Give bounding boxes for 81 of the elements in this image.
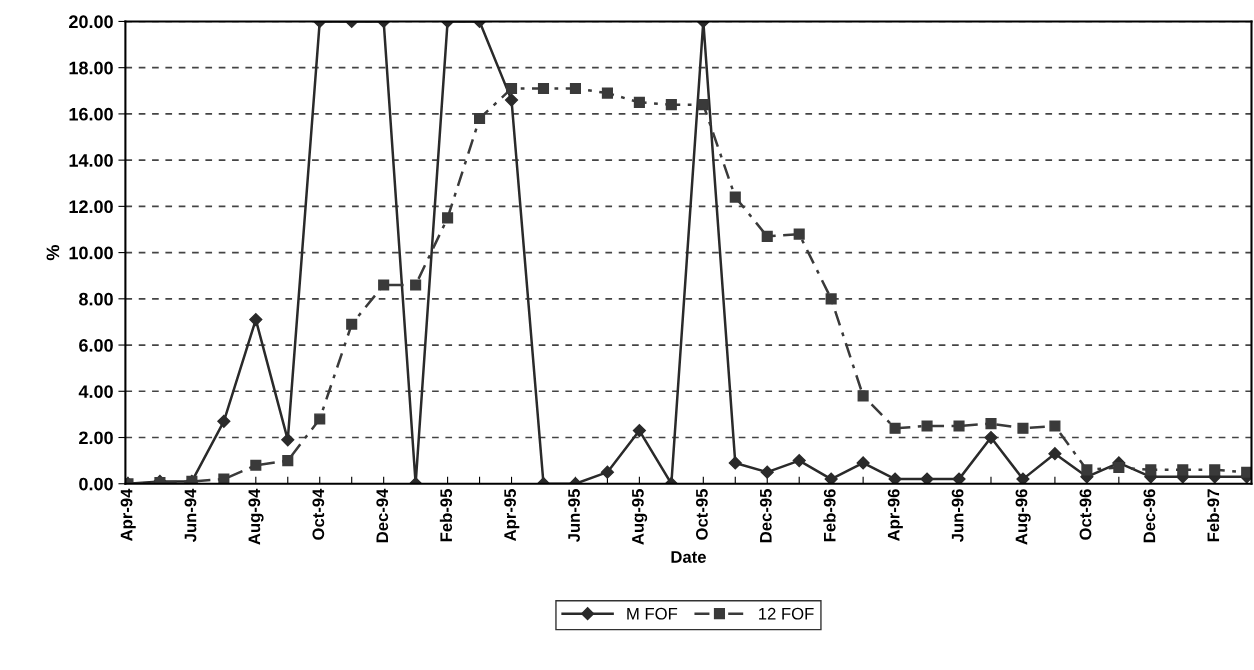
point (761, 230, 773, 242)
x-tick-label: Aug-94 (248, 488, 264, 545)
point (314, 413, 326, 425)
point (921, 420, 933, 432)
y-tick-label: 2.00 (79, 431, 113, 445)
x-tick-label: Dec-94 (376, 488, 389, 543)
y-tick-label: 12.00 (69, 200, 113, 214)
point (1113, 462, 1125, 474)
y-tick-label: 20.00 (69, 15, 113, 29)
point (410, 279, 422, 291)
y-axis-title: % (46, 245, 60, 261)
point (249, 313, 263, 327)
point (825, 293, 837, 305)
x-tick-label: Apr-94 (120, 488, 136, 541)
x-tick-label: Aug-95 (631, 489, 648, 545)
x-tick-label: Oct-95 (695, 489, 708, 540)
y-tick-label: 18.00 (69, 61, 113, 75)
x-axis-title: Date (671, 551, 706, 563)
y-tick-label: 16.00 (69, 107, 113, 121)
point (984, 430, 998, 445)
y-tick-label: 10.00 (69, 246, 113, 260)
point (888, 472, 902, 484)
point (474, 112, 486, 125)
x-tick-label: Feb-97 (1206, 489, 1220, 542)
point (569, 82, 582, 95)
point (217, 414, 231, 428)
point (1177, 464, 1189, 476)
legend-label: 12 FOF (759, 607, 814, 620)
point (633, 96, 645, 108)
point (601, 87, 613, 99)
point (792, 454, 806, 468)
x-tick-label: Oct-96 (1079, 489, 1092, 540)
point (346, 318, 358, 330)
point (1048, 447, 1062, 461)
point (1016, 472, 1030, 484)
point (728, 456, 742, 470)
y-tick-label: 0.00 (79, 477, 113, 491)
point (889, 422, 901, 434)
x-tick-label: Oct-94 (312, 488, 325, 540)
x-tick-label: Dec-96 (1143, 489, 1156, 543)
x-tick-label: Jun-96 (951, 489, 964, 543)
point (1145, 464, 1157, 476)
point (729, 191, 741, 203)
y-tick-label: 14.00 (69, 154, 113, 167)
point (1017, 422, 1029, 434)
point (281, 433, 295, 447)
y-tick-label: 6.00 (79, 338, 113, 352)
point (282, 455, 294, 467)
x-tick-label: Jun-95 (568, 489, 580, 543)
point (760, 465, 774, 479)
point (250, 459, 262, 471)
point (1081, 464, 1093, 476)
x-tick-label: Jun-94 (184, 488, 197, 543)
y-tick-label: 4.00 (78, 385, 113, 398)
point (824, 472, 838, 484)
point (442, 212, 454, 224)
point (1049, 420, 1061, 432)
point (856, 456, 870, 470)
point (632, 423, 646, 438)
x-tick-label: Apr-96 (887, 489, 903, 541)
x-tick-label: Feb-96 (823, 489, 836, 542)
x-tick-label: Aug-96 (1015, 489, 1031, 545)
x-tick-label: Dec-95 (759, 489, 772, 543)
point (985, 418, 997, 430)
point (697, 99, 709, 111)
x-tick-label: Feb-95 (439, 489, 453, 542)
legend-label: M FOF (627, 607, 678, 620)
point (952, 472, 966, 484)
y-tick-label: 8.00 (79, 292, 113, 306)
point (1209, 464, 1221, 476)
point (378, 279, 390, 291)
point (920, 472, 934, 484)
point (600, 465, 615, 479)
point (665, 99, 677, 111)
point (504, 93, 519, 107)
point (537, 82, 550, 95)
point (505, 82, 518, 95)
x-tick-label: Apr-95 (504, 489, 520, 541)
point (793, 228, 805, 240)
point (857, 390, 869, 402)
point (953, 420, 965, 432)
